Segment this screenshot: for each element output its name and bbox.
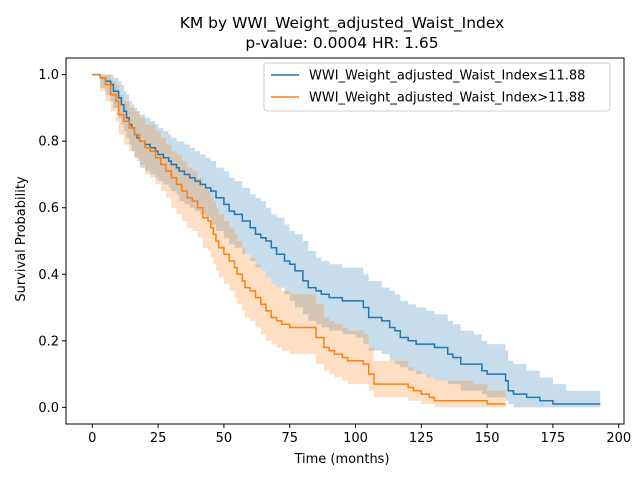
- legend-box: [263, 62, 611, 112]
- y-tick-label: 1.0: [38, 68, 59, 83]
- y-tick-label: 0.0: [38, 401, 59, 416]
- x-tick-label: 175: [541, 431, 566, 446]
- plot-area: [65, 57, 625, 425]
- y-tick-label: 0.4: [38, 268, 59, 283]
- y-axis-ticks: 0.0 0.2 0.4 0.6 0.8 1.0: [38, 68, 66, 416]
- legend: WWI_Weight_adjusted_Waist_Index≤11.88 WWI…: [263, 62, 611, 112]
- ci-band-series-2: [92, 74, 506, 408]
- x-tick-label: 150: [475, 431, 500, 446]
- survival-line-series-1: [92, 73, 601, 405]
- x-axis-ticks: 0 25 50 75 100 125 150 175 200: [88, 424, 631, 446]
- chart-subtitle: p-value: 0.0004 HR: 1.65: [245, 34, 438, 52]
- x-tick-label: 75: [281, 431, 298, 446]
- survival-line-series-2: [92, 73, 506, 405]
- x-tick-label: 200: [606, 431, 631, 446]
- y-tick-label: 0.8: [38, 135, 59, 150]
- x-tick-label: 100: [343, 431, 368, 446]
- y-tick-label: 0.2: [38, 334, 59, 349]
- legend-label-series-2: WWI_Weight_adjusted_Waist_Index>11.88: [309, 91, 585, 106]
- x-tick-label: 125: [409, 431, 434, 446]
- x-tick-label: 25: [150, 431, 167, 446]
- y-tick-label: 0.6: [38, 201, 59, 216]
- plot-frame: [65, 57, 625, 425]
- survival-lines: [92, 73, 601, 405]
- confidence-bands: [92, 74, 601, 408]
- legend-label-series-1: WWI_Weight_adjusted_Waist_Index≤11.88: [309, 69, 585, 84]
- x-axis-label: Time (months): [293, 452, 389, 467]
- chart-title: KM by WWI_Weight_adjusted_Waist_Index: [180, 14, 505, 33]
- x-tick-label: 0: [88, 431, 96, 446]
- y-axis-label: Survival Probability: [14, 176, 29, 302]
- x-tick-label: 50: [216, 431, 233, 446]
